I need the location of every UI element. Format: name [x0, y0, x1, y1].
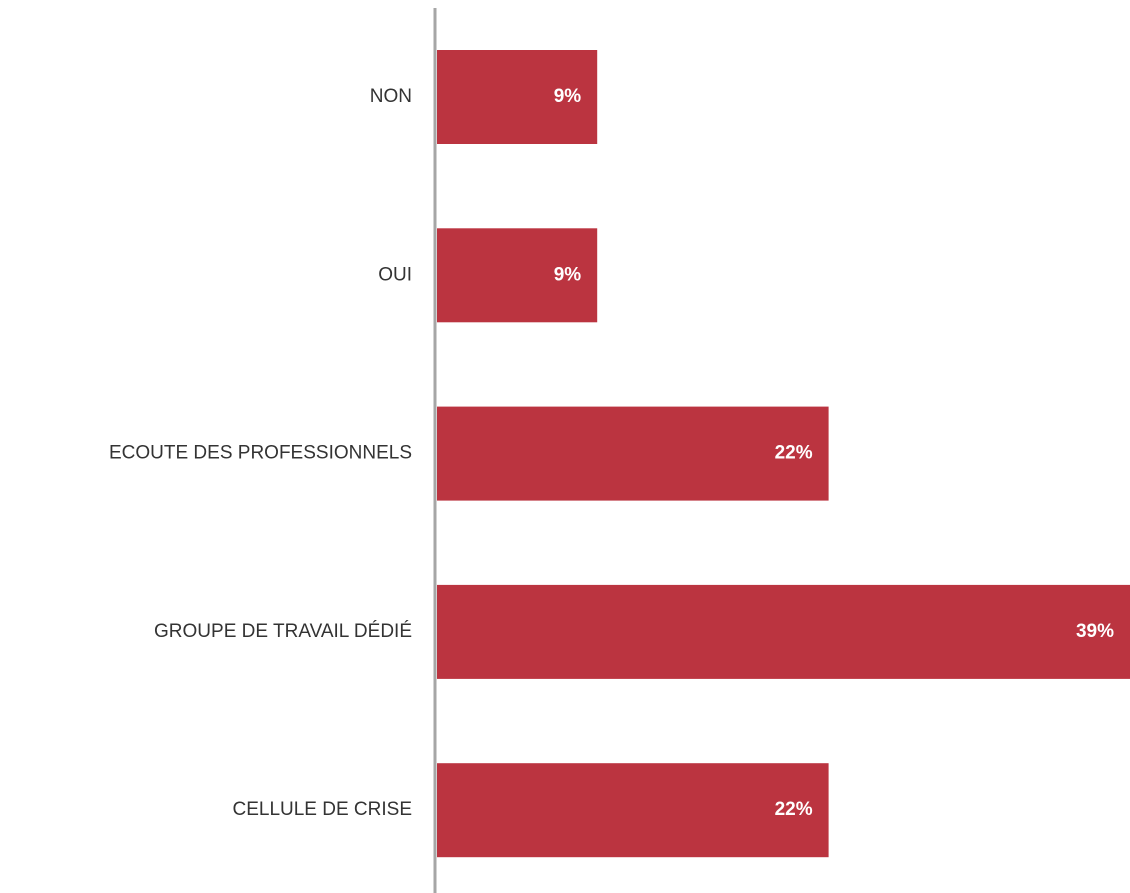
value-label: 9%	[554, 264, 582, 285]
value-label: 22%	[775, 443, 813, 464]
bar	[437, 50, 598, 144]
category-label: ECOUTE DES PROFESSIONNELS	[109, 443, 412, 464]
value-label: 39%	[1076, 621, 1114, 642]
category-label: NON	[370, 86, 412, 107]
category-label: CELLULE DE CRISE	[232, 799, 412, 820]
bar	[437, 763, 829, 858]
bar	[437, 228, 598, 323]
bar	[437, 584, 1130, 679]
category-label: OUI	[378, 264, 412, 285]
category-label: GROUPE DE TRAVAIL DÉDIÉ	[154, 621, 412, 642]
value-label: 22%	[775, 799, 813, 820]
bar	[437, 406, 829, 501]
value-label: 9%	[554, 86, 582, 107]
